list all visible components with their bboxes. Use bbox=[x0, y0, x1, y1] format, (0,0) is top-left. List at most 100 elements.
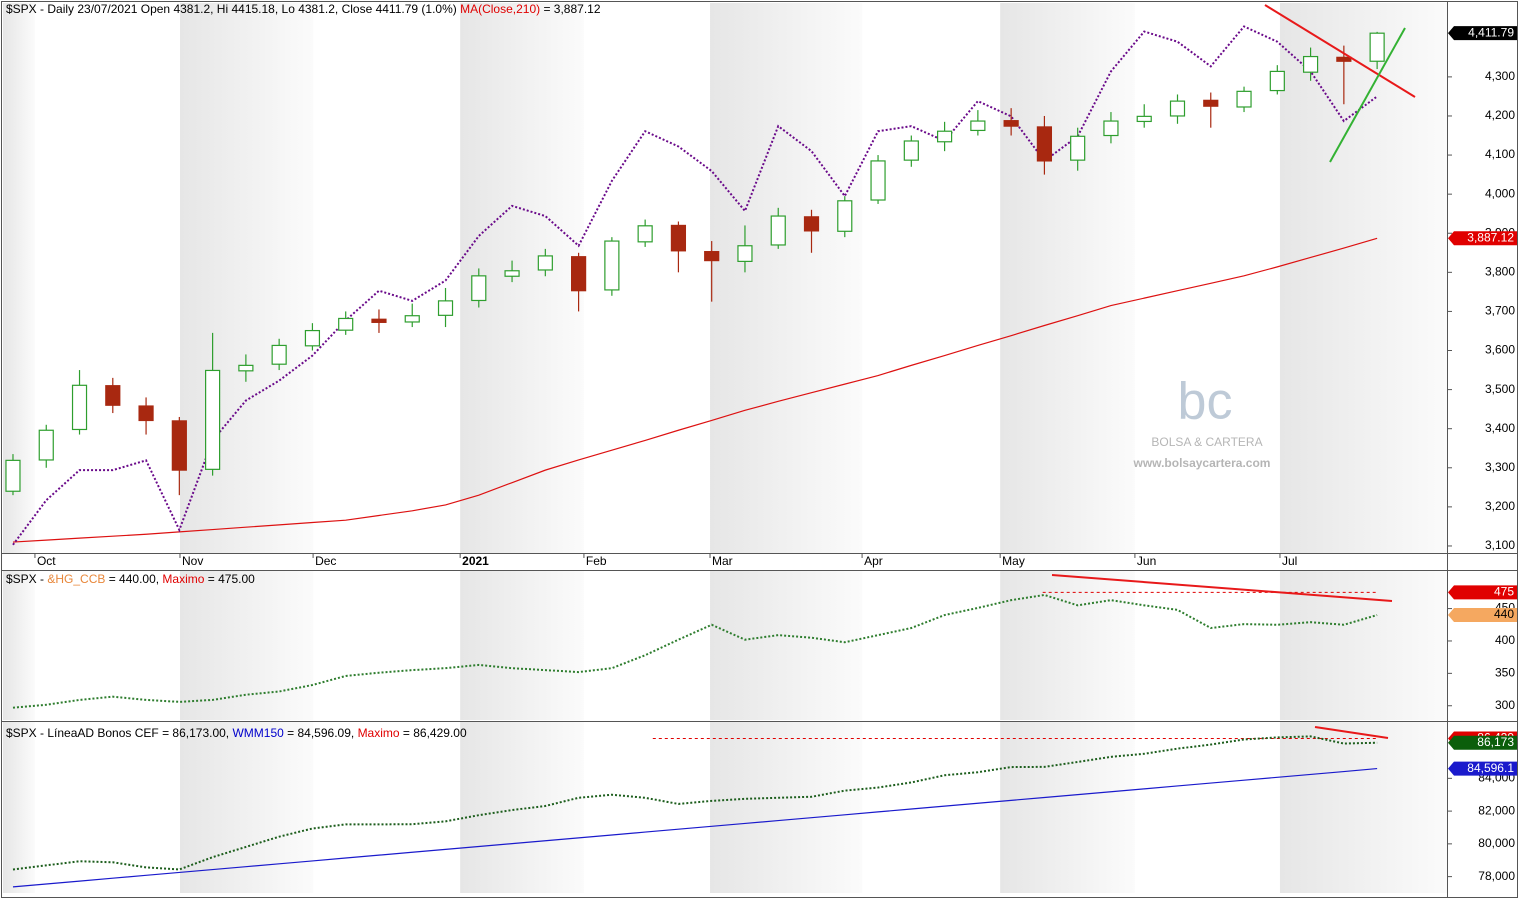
candle-body bbox=[1070, 135, 1086, 161]
month-band bbox=[710, 3, 863, 553]
candle-body bbox=[371, 318, 387, 323]
annotations bbox=[1051, 4, 1416, 739]
trendline bbox=[1051, 574, 1393, 602]
header-part: $SPX - Daily 23/07/2021 Open 4381.2, Hi … bbox=[6, 2, 460, 16]
candle-body bbox=[604, 240, 620, 291]
candle-body bbox=[1269, 70, 1285, 92]
y-tick-label: 3,500 bbox=[1485, 382, 1515, 396]
candle-body bbox=[970, 120, 986, 132]
header-part: Maximo bbox=[358, 726, 400, 740]
header-part: &HG_CCB bbox=[47, 572, 105, 586]
month-band bbox=[1279, 722, 1447, 893]
y-tick-label: 3,300 bbox=[1485, 460, 1515, 474]
dotted-line bbox=[12, 593, 1378, 709]
trendline bbox=[1329, 27, 1406, 163]
month-band bbox=[1279, 571, 1447, 720]
header-part: = 3,887.12 bbox=[540, 2, 601, 16]
candle-body bbox=[1336, 56, 1352, 62]
watermark-name: BOLSA & CARTERA bbox=[1151, 435, 1262, 449]
candle-body bbox=[1236, 90, 1252, 108]
value-tag-label: 86,173 bbox=[1477, 735, 1514, 749]
dotted-line bbox=[12, 735, 1378, 871]
y-tick-label: 78,000 bbox=[1478, 869, 1515, 883]
y-tick-label: 350 bbox=[1495, 666, 1515, 680]
candle-body bbox=[670, 224, 687, 252]
y-tick-label: 3,700 bbox=[1485, 304, 1515, 318]
value-tag bbox=[1448, 585, 1517, 600]
trendline bbox=[1314, 726, 1389, 739]
candle-body bbox=[504, 270, 520, 277]
candle-body bbox=[238, 364, 254, 372]
month-band bbox=[460, 722, 584, 893]
value-tag-label: 4,411.79 bbox=[1468, 25, 1514, 39]
candle-body bbox=[1169, 100, 1186, 117]
panel-header: $SPX - Daily 23/07/2021 Open 4381.2, Hi … bbox=[6, 2, 601, 16]
candle-body bbox=[437, 300, 454, 316]
dotted-line bbox=[12, 25, 1378, 546]
candle-body bbox=[304, 329, 321, 347]
candle-body bbox=[537, 255, 553, 271]
value-tag bbox=[1448, 761, 1517, 776]
watermark-url: www.bolsaycartera.com bbox=[1133, 456, 1271, 470]
candle-body bbox=[1302, 55, 1319, 73]
y-tick-label: 4,200 bbox=[1485, 108, 1515, 122]
month-band bbox=[1279, 3, 1447, 553]
month-band bbox=[180, 571, 314, 720]
candle-body bbox=[936, 130, 953, 143]
x-tick-label: May bbox=[1002, 554, 1025, 568]
month-band bbox=[1000, 571, 1135, 720]
candle-body bbox=[571, 256, 587, 292]
line bbox=[12, 237, 1378, 543]
value-tag bbox=[1448, 608, 1517, 623]
value-tag-label: 84,596.1 bbox=[1467, 761, 1514, 775]
y-tick-label: 400 bbox=[1495, 633, 1515, 647]
month-band bbox=[3, 571, 35, 720]
x-tick-label: Apr bbox=[864, 554, 883, 568]
month-band bbox=[710, 722, 863, 893]
x-tick-label: Jun bbox=[1137, 554, 1156, 568]
candle-body bbox=[1203, 99, 1219, 107]
candle-body bbox=[5, 459, 21, 492]
candle-body bbox=[1103, 120, 1119, 137]
y-tick-label: 80,000 bbox=[1478, 836, 1515, 850]
y-tick-label: 3,600 bbox=[1485, 343, 1515, 357]
candle-body bbox=[1369, 32, 1385, 62]
value-tag-label: 475 bbox=[1494, 585, 1514, 599]
header-part: = 475.00 bbox=[204, 572, 255, 586]
candle-body bbox=[903, 140, 919, 161]
header-part: = 84,596.09, bbox=[284, 726, 358, 740]
value-tag-label: 440 bbox=[1494, 607, 1514, 621]
y-tick-label: 82,000 bbox=[1478, 803, 1515, 817]
trendline bbox=[1264, 4, 1416, 98]
x-tick-label: 2021 bbox=[462, 554, 489, 568]
x-tick-label: Feb bbox=[586, 554, 607, 568]
plot-layer: 3,100 3,200 3,300 3,400 3,500 3,600 3,700 3,800… bbox=[3, 2, 1517, 893]
month-band bbox=[180, 722, 314, 893]
month-band bbox=[460, 571, 584, 720]
month-band bbox=[1000, 722, 1135, 893]
y-tick-label: 3,200 bbox=[1485, 499, 1515, 513]
x-tick-label: Oct bbox=[37, 554, 56, 568]
header-part: $SPX - bbox=[6, 572, 47, 586]
x-tick-label: Mar bbox=[712, 554, 733, 568]
y-tick-label: 4,000 bbox=[1485, 186, 1515, 200]
candle-body bbox=[770, 215, 786, 246]
candle-body bbox=[704, 251, 720, 262]
candle-body bbox=[1036, 126, 1053, 162]
value-tag-label: 3,887.12 bbox=[1467, 230, 1514, 244]
header-part: Maximo bbox=[162, 572, 204, 586]
x-tick-label: Jul bbox=[1282, 554, 1297, 568]
y-tick-label: 300 bbox=[1495, 698, 1515, 712]
watermark-logo: bc bbox=[1178, 373, 1233, 431]
candle-body bbox=[205, 369, 221, 470]
candle-body bbox=[105, 385, 121, 406]
header-part: = 440.00, bbox=[105, 572, 162, 586]
month-band bbox=[3, 722, 35, 893]
header-part: $SPX - LíneaAD Bonos CEF = 86,173.00, bbox=[6, 726, 232, 740]
candle-body bbox=[138, 405, 154, 422]
candle-body bbox=[404, 315, 420, 323]
candle-body bbox=[837, 200, 853, 232]
